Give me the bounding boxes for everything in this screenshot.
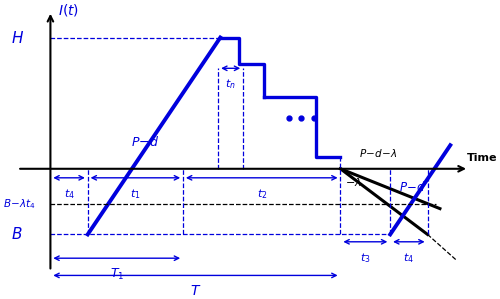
- Text: $P\!-\!d$: $P\!-\!d$: [400, 180, 426, 194]
- Text: $t_3$: $t_3$: [360, 251, 370, 265]
- Text: $t_1$: $t_1$: [130, 187, 140, 201]
- Text: $t_4$: $t_4$: [404, 251, 414, 265]
- Text: Time: Time: [467, 153, 498, 164]
- Text: $t_n$: $t_n$: [226, 77, 236, 91]
- Text: $I(t)$: $I(t)$: [58, 2, 79, 19]
- Text: $B$: $B$: [11, 226, 22, 242]
- Text: $P\!-\!d\!-\!\lambda$: $P\!-\!d\!-\!\lambda$: [359, 147, 398, 159]
- Text: $B\!-\!\lambda t_4$: $B\!-\!\lambda t_4$: [3, 197, 35, 210]
- Text: $-\lambda$: $-\lambda$: [344, 176, 362, 188]
- Text: $P\!-\!d$: $P\!-\!d$: [132, 135, 160, 149]
- Text: $t_2$: $t_2$: [256, 187, 267, 201]
- Text: $T_1$: $T_1$: [110, 267, 124, 282]
- Text: $H$: $H$: [11, 30, 24, 45]
- Text: $T$: $T$: [190, 284, 201, 298]
- Text: $t_4$: $t_4$: [64, 187, 74, 201]
